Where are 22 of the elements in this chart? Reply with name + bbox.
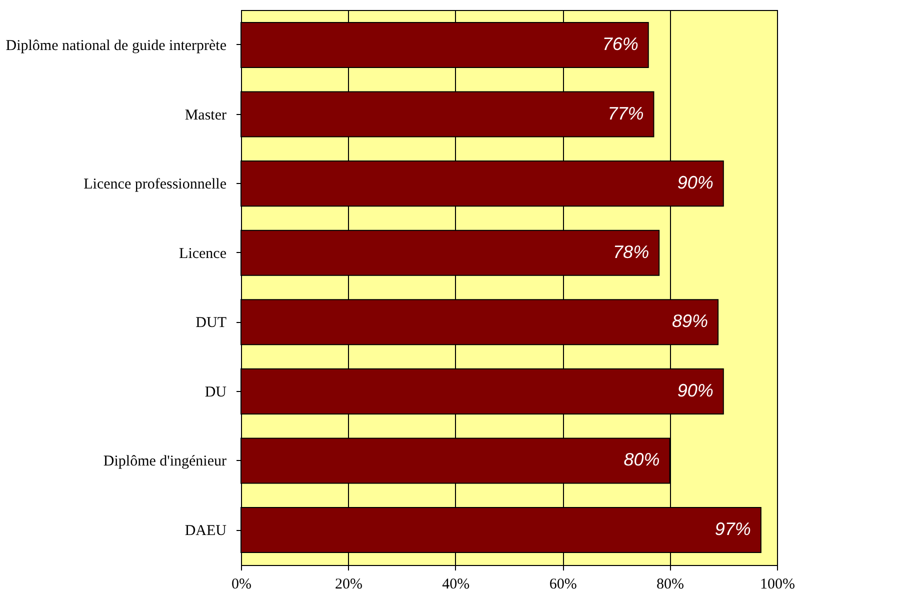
x-tick-label: 80% xyxy=(656,576,684,592)
y-tick-label: Licence professionnelle xyxy=(84,176,227,193)
y-tick-label: Diplôme national de guide interprète xyxy=(6,38,227,54)
x-tick-label: 40% xyxy=(442,576,470,592)
y-tick-label: Master xyxy=(184,107,226,124)
data-label: 90% xyxy=(677,380,714,400)
y-tick-label: DU xyxy=(204,384,227,400)
data-label: 90% xyxy=(677,172,714,193)
x-tick-label: 0% xyxy=(232,576,252,592)
y-tick-label: Diplôme d'ingénieur xyxy=(103,454,226,470)
data-label: 76% xyxy=(602,34,638,54)
data-label: 77% xyxy=(608,103,644,124)
data-label: 89% xyxy=(672,311,708,332)
y-tick-label: DAEU xyxy=(184,523,227,540)
data-label: 80% xyxy=(624,450,660,470)
y-tick-label: DUT xyxy=(196,315,226,332)
x-tick-label: 100% xyxy=(760,576,795,592)
data-label: 78% xyxy=(613,242,650,262)
x-tick-label: 20% xyxy=(334,576,362,592)
y-tick-label: Licence xyxy=(179,246,227,262)
data-label: 97% xyxy=(714,519,751,540)
x-tick-label: 60% xyxy=(549,576,577,592)
